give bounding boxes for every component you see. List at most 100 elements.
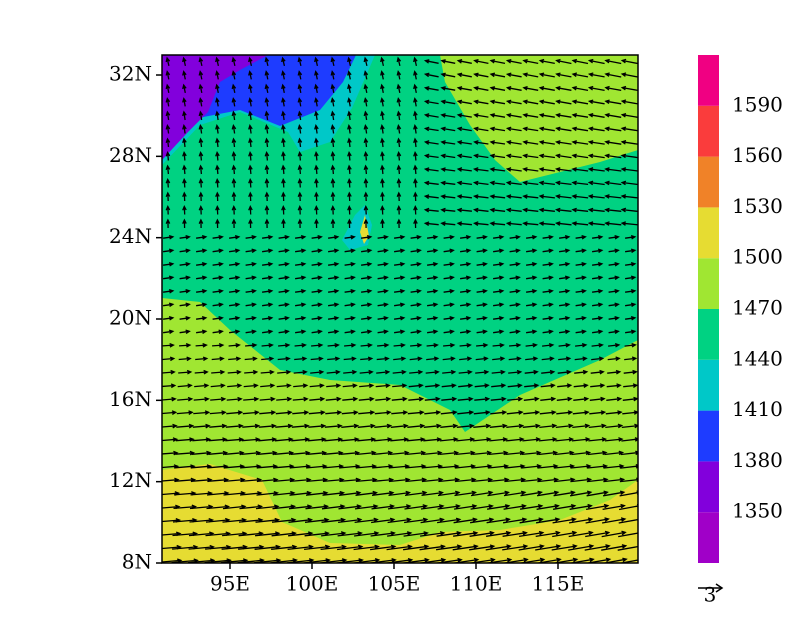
wind-arrow — [541, 369, 556, 375]
wind-arrow — [526, 261, 538, 267]
wind-arrow — [347, 178, 352, 188]
wind-arrow — [248, 205, 253, 215]
wind-arrow — [410, 329, 422, 335]
wind-arrow — [277, 369, 292, 375]
wind-arrow — [196, 248, 208, 254]
wind-arrow — [587, 167, 605, 172]
wind-arrow — [427, 302, 439, 308]
wind-arrow — [524, 383, 540, 388]
wind-arrow — [311, 288, 323, 294]
wind-arrow — [344, 248, 356, 254]
wind-arrow — [278, 329, 290, 335]
wind-arrow — [340, 437, 360, 442]
wind-arrow — [396, 178, 402, 188]
wind-arrow — [314, 97, 319, 107]
wind-arrow — [165, 97, 171, 107]
wind-arrow — [472, 194, 489, 199]
wind-arrow — [505, 221, 522, 226]
wind-arrow — [229, 261, 241, 267]
wind-arrow — [587, 207, 605, 213]
wind-arrow — [585, 503, 610, 511]
wind-arrow — [460, 302, 472, 308]
wind-arrow — [568, 544, 595, 551]
wind-arrow — [572, 410, 590, 415]
wind-arrow — [575, 275, 587, 281]
wind-arrow — [264, 124, 270, 134]
colorbar-label: 1380 — [732, 448, 783, 472]
wind-arrow — [604, 167, 622, 172]
wind-arrow — [325, 396, 342, 402]
wind-arrow — [617, 545, 638, 551]
wind-arrow — [620, 207, 638, 213]
wind-arrow — [344, 342, 357, 348]
wind-arrow — [589, 410, 607, 415]
wind-arrow — [505, 194, 522, 199]
wind-arrow — [262, 234, 274, 240]
wind-arrow — [344, 302, 356, 308]
wind-arrow — [330, 83, 336, 94]
wind-arrow — [440, 113, 456, 118]
wind-arrow — [354, 531, 380, 537]
wind-arrow — [309, 396, 326, 402]
wind-arrow — [587, 126, 605, 132]
wind-arrow — [380, 178, 385, 188]
wind-arrow — [489, 153, 506, 159]
wind-arrow — [386, 544, 413, 551]
wind-arrow — [295, 302, 307, 308]
wind-arrow — [344, 261, 356, 267]
wind-arrow — [489, 221, 506, 226]
reference-vector-label: 3 — [704, 583, 717, 607]
wind-arrow — [371, 504, 395, 510]
wind-arrow — [347, 218, 352, 229]
wind-arrow — [330, 97, 336, 107]
wind-arrow — [212, 234, 224, 240]
wind-arrow — [423, 423, 442, 429]
wind-arrow — [625, 302, 637, 308]
wind-arrow — [571, 85, 589, 92]
wind-arrow — [607, 369, 622, 375]
wind-arrow — [604, 126, 622, 132]
wind-arrow — [314, 70, 319, 80]
wind-arrow — [281, 137, 286, 148]
wind-arrow — [441, 383, 457, 388]
wind-arrow — [394, 315, 406, 321]
wind-arrow — [179, 329, 191, 335]
wind-arrow — [327, 342, 340, 348]
wind-arrow — [554, 140, 572, 145]
wind-arrow — [245, 329, 257, 335]
wind-arrow — [558, 356, 572, 362]
wind-arrow — [274, 450, 295, 456]
wind-arrow — [508, 369, 523, 375]
wind-arrow — [380, 205, 385, 215]
contour-region — [440, 55, 638, 182]
wind-arrow — [525, 356, 539, 362]
wind-arrow — [486, 504, 511, 510]
colorbar-label: 1560 — [732, 143, 783, 167]
wind-arrow — [608, 315, 620, 321]
wind-arrow — [162, 396, 177, 402]
wind-arrow — [231, 137, 237, 148]
wind-arrow — [394, 261, 406, 267]
wind-arrow — [423, 167, 439, 172]
wind-arrow — [343, 369, 358, 375]
wind-arrow — [602, 490, 626, 497]
wind-arrow — [538, 153, 555, 159]
wind-arrow — [293, 369, 308, 375]
wind-arrow — [575, 248, 587, 254]
wind-arrow — [258, 437, 278, 442]
wind-arrow — [625, 234, 637, 240]
wind-arrow — [542, 302, 554, 308]
wind-arrow — [604, 85, 622, 92]
wind-arrow — [324, 437, 344, 442]
wind-arrow — [262, 315, 274, 321]
wind-arrow — [623, 383, 638, 388]
wind-arrow — [344, 315, 356, 321]
wind-arrow — [291, 423, 310, 429]
wind-arrow — [361, 315, 373, 321]
wind-arrow — [304, 531, 330, 537]
contour-region — [162, 55, 268, 160]
wind-arrow — [589, 396, 606, 402]
wind-arrow — [182, 56, 187, 67]
wind-arrow — [337, 544, 364, 551]
wind-arrow — [198, 137, 204, 148]
